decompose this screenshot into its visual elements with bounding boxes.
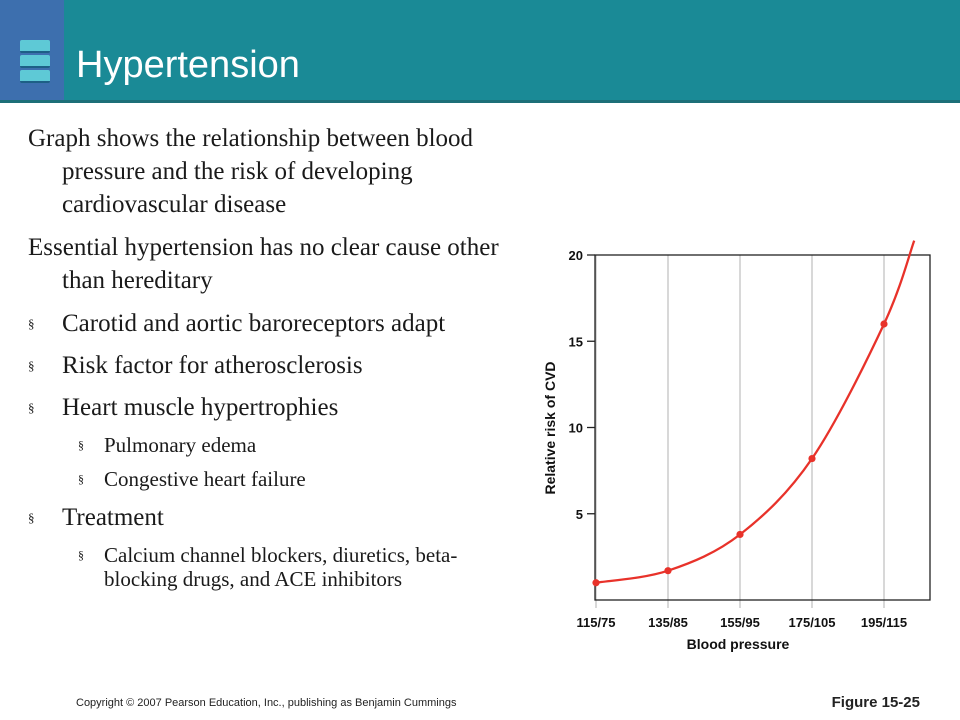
bullet-marker-icon: § <box>28 400 35 415</box>
bullet-baroreceptors: § Carotid and aortic baroreceptors adapt <box>28 309 528 339</box>
bullet-marker-icon: § <box>78 548 84 562</box>
logo-stripe-icon <box>20 55 50 68</box>
bullet-marker-icon: § <box>78 472 84 486</box>
bullet-text: Congestive heart failure <box>104 467 306 491</box>
y-tick-label: 5 <box>576 507 583 522</box>
subbullet-heart-failure: § Congestive heart failure <box>28 467 528 491</box>
bullet-hypertrophy: § Heart muscle hypertrophies <box>28 393 528 423</box>
subbullet-pulmonary-edema: § Pulmonary edema <box>28 433 528 457</box>
y-tick-label: 10 <box>569 421 583 436</box>
x-tick-label: 155/95 <box>720 615 760 630</box>
logo-stripe-icon <box>20 40 50 53</box>
data-point <box>736 530 744 539</box>
bullet-marker-icon: § <box>28 316 35 331</box>
bullet-text: Risk factor for atherosclerosis <box>62 352 363 379</box>
y-tick-label: 20 <box>569 248 583 263</box>
grid-layer <box>595 255 885 608</box>
bullet-marker-icon: § <box>28 358 35 373</box>
logo-stripe-icon <box>20 70 50 83</box>
x-tick-label: 115/75 <box>576 615 615 630</box>
data-point <box>592 579 600 587</box>
bullet-treatment: § Treatment <box>28 503 528 533</box>
bullet-marker-icon: § <box>28 510 35 525</box>
copyright-text: Copyright © 2007 Pearson Education, Inc.… <box>76 697 457 709</box>
x-tick-label: 195/115 <box>861 615 907 630</box>
x-tick-label: 175/105 <box>789 615 836 630</box>
slide-title: Hypertension <box>76 44 300 86</box>
series-line <box>595 240 916 584</box>
bullet-text: Carotid and aortic baroreceptors adapt <box>62 310 446 337</box>
bullet-text: Treatment <box>62 504 164 531</box>
subbullet-drugs: § Calcium channel blockers, diuretics, b… <box>28 543 528 591</box>
bullet-text: Heart muscle hypertrophies <box>62 394 339 421</box>
x-axis-label: Blood pressure <box>687 636 790 652</box>
data-point <box>808 454 816 463</box>
paragraph-essential-hypertension: Essential hypertension has no clear caus… <box>28 234 499 294</box>
bullet-marker-icon: § <box>78 438 84 452</box>
tick-layer: 115/75 135/85 155/95 175/105 195/115 5 10 15 20 <box>569 248 908 630</box>
bullet-text: Pulmonary edema <box>104 433 257 457</box>
data-point <box>664 567 672 575</box>
bullet-text: Calcium channel blockers, diuretics, bet… <box>104 543 458 591</box>
plot-frame <box>594 254 931 601</box>
slide-body: Graph shows the relationship between blo… <box>28 122 528 591</box>
y-axis-label: Relative risk of CVD <box>542 361 558 494</box>
bullet-atherosclerosis: § Risk factor for atherosclerosis <box>28 351 528 381</box>
paragraph-graph-description: Graph shows the relationship between blo… <box>28 125 474 218</box>
data-point <box>880 320 888 328</box>
figure-label: Figure 15-25 <box>831 694 920 711</box>
title-underline <box>0 100 960 103</box>
title-bar: Hypertension <box>0 0 960 100</box>
x-tick-label: 135/85 <box>648 615 688 630</box>
y-tick-label: 15 <box>569 334 583 349</box>
point-layer <box>592 320 888 587</box>
